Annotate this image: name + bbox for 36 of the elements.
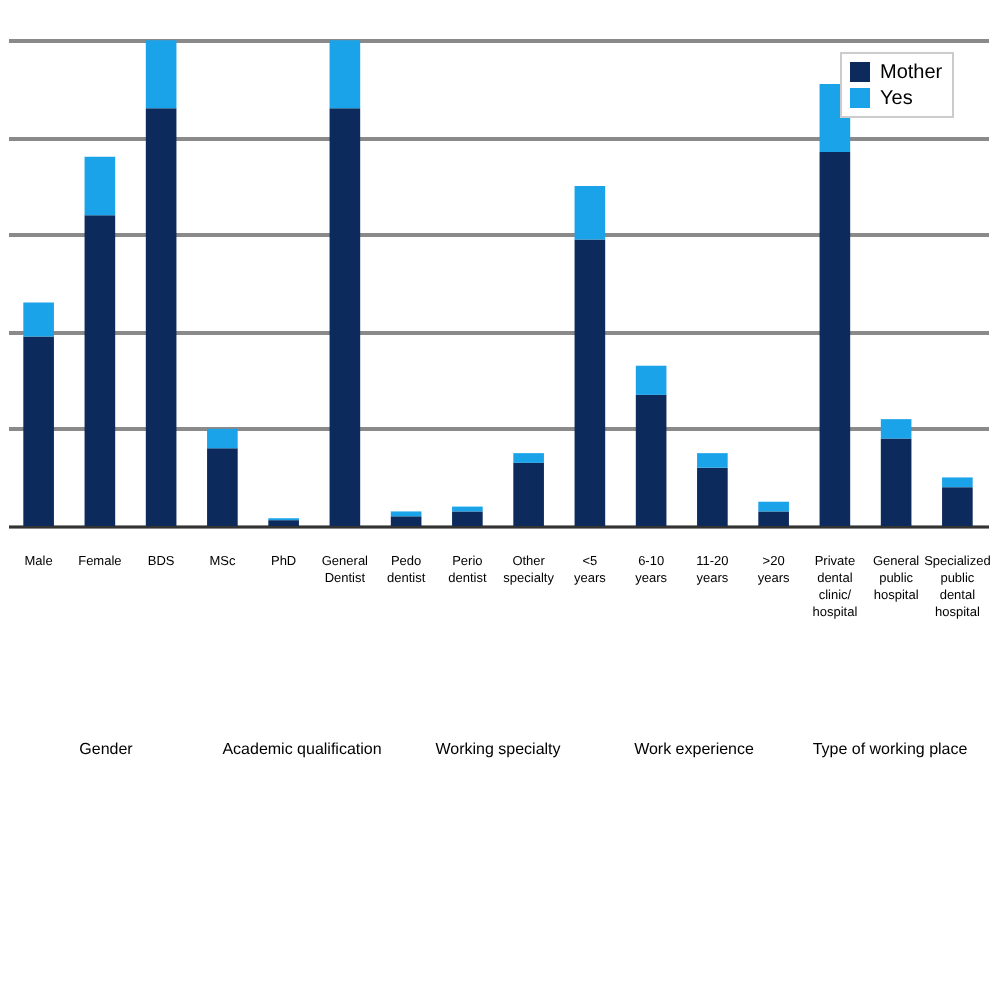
- bar: [880, 438, 912, 526]
- bar: [513, 453, 544, 463]
- bar: [23, 302, 54, 337]
- text: Work experience: [634, 740, 755, 758]
- bar: [574, 239, 606, 526]
- text: Type of working place: [812, 740, 969, 758]
- bar: [145, 108, 177, 526]
- legend-label: Yes: [880, 88, 913, 110]
- bar: [942, 487, 973, 526]
- text: Academic qualification: [222, 740, 382, 758]
- bar: [84, 215, 116, 526]
- text: Working specialty: [435, 740, 561, 758]
- bar: [390, 511, 422, 517]
- bar: [145, 40, 177, 109]
- text: Gender: [79, 740, 134, 758]
- bar: [329, 108, 361, 526]
- bar: [329, 40, 361, 109]
- bar: [880, 419, 912, 439]
- bar: [513, 462, 544, 526]
- legend-label: Mother: [880, 62, 944, 84]
- bar: [574, 186, 606, 240]
- bar: [23, 336, 54, 526]
- bar: [697, 467, 728, 526]
- bar: [268, 520, 299, 526]
- bar: [452, 511, 483, 526]
- bar: [942, 477, 973, 488]
- bar: [207, 428, 238, 449]
- bar: [207, 448, 238, 526]
- bar: [758, 501, 789, 512]
- bar: [635, 365, 667, 395]
- bar: [758, 511, 789, 526]
- bar: [84, 156, 116, 216]
- bar: [635, 394, 667, 526]
- bar: [819, 152, 851, 526]
- bar: [697, 453, 728, 468]
- bar: [390, 516, 422, 526]
